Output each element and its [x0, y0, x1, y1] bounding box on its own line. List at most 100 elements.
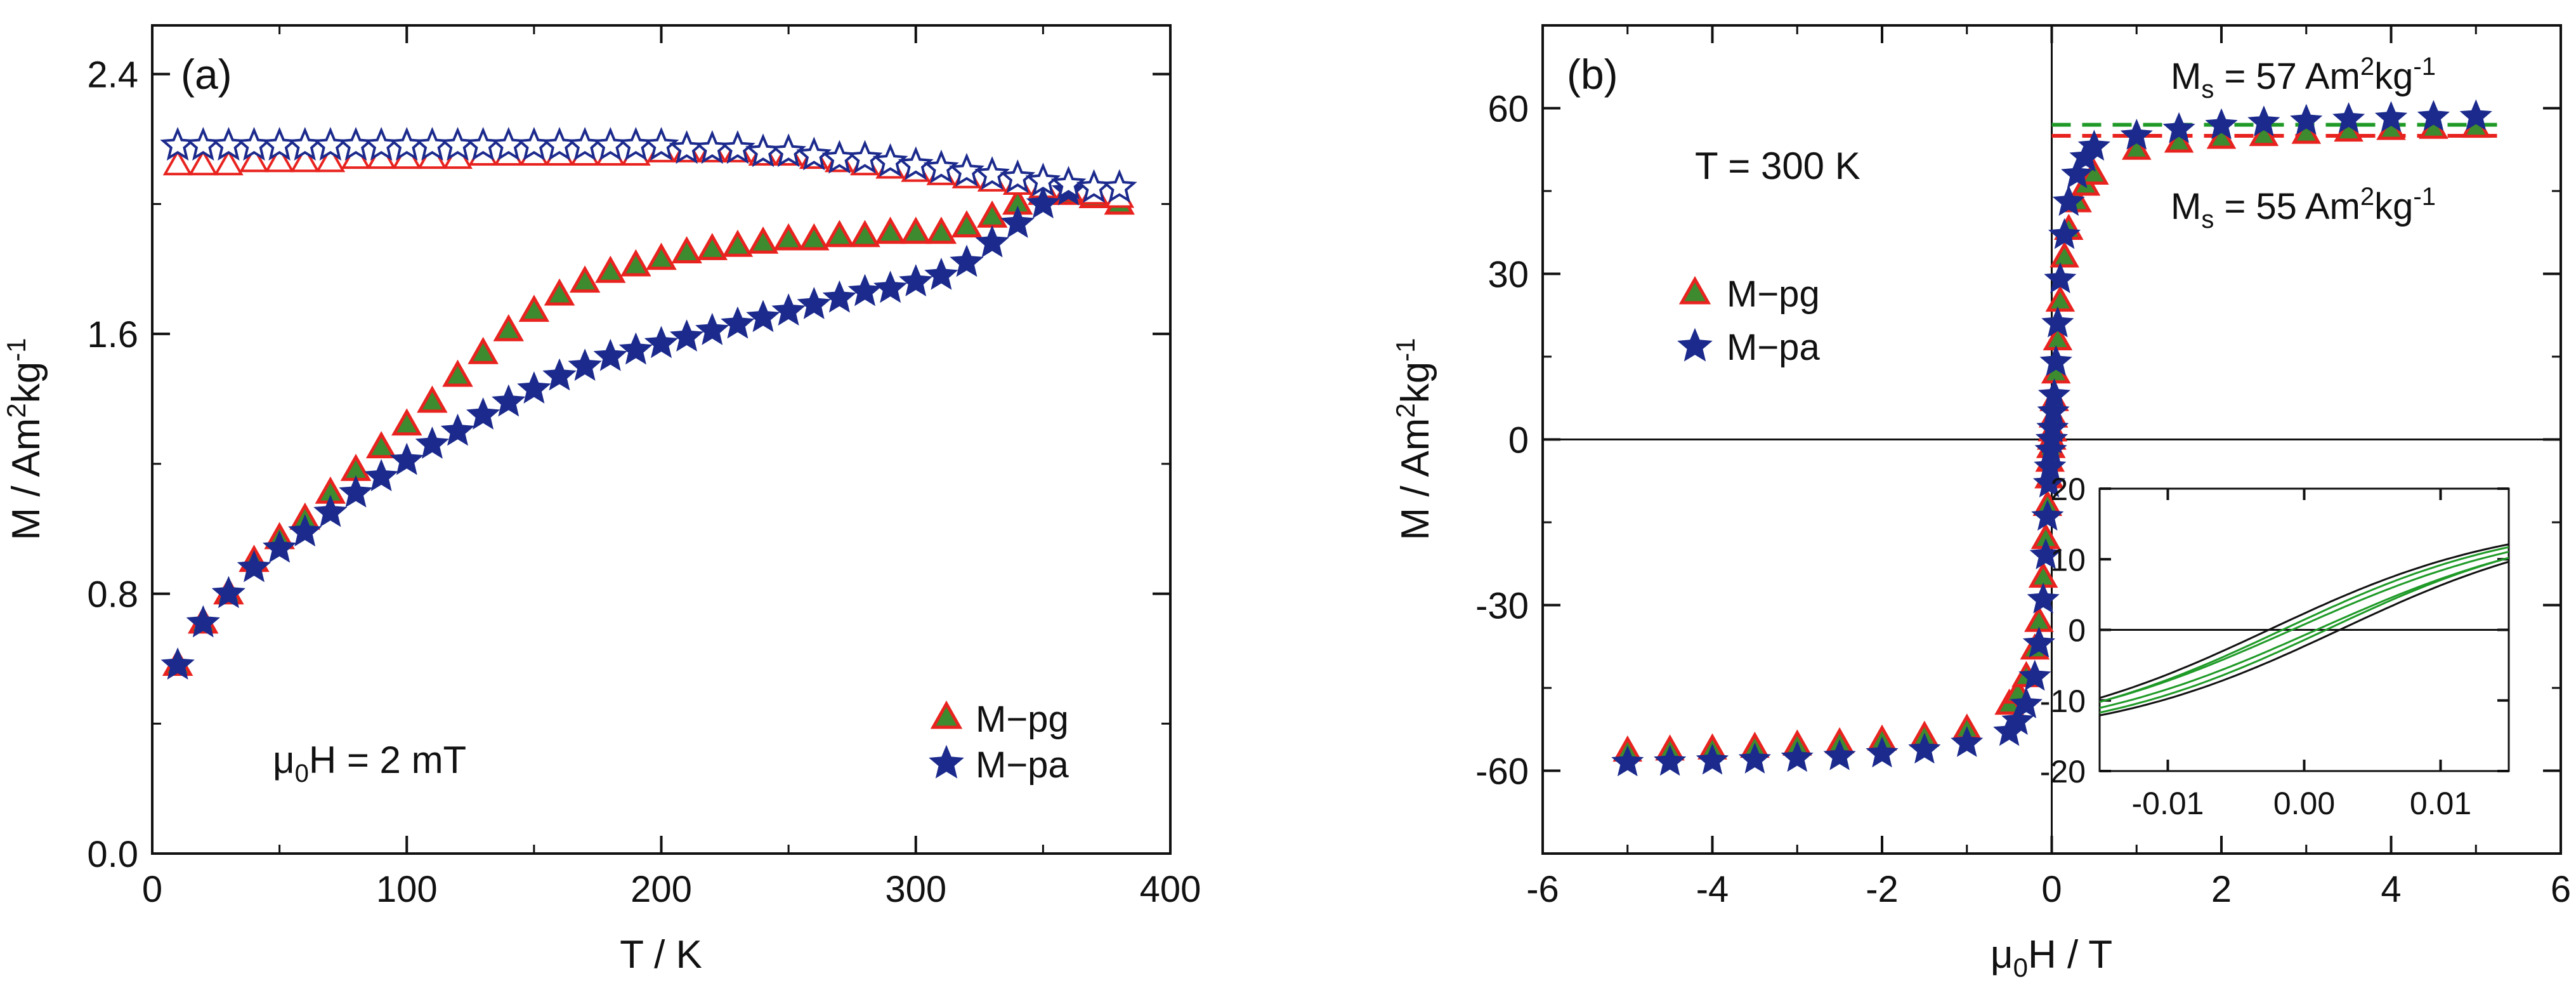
x-tick-label: 0: [2041, 869, 2062, 910]
x-tick-label: 6: [2551, 869, 2571, 910]
star-point: [389, 126, 425, 161]
star-point: [2039, 345, 2072, 376]
star-point: [2061, 157, 2094, 188]
star-point: [2036, 411, 2069, 442]
star-point: [721, 306, 755, 339]
triangle-point: [365, 431, 397, 459]
triangle-point: [824, 220, 855, 248]
y-tick-label: 2.4: [87, 55, 138, 96]
inset-ticks: -0.01 0.00 0.01 -20 -10 0 10 20: [2040, 472, 2509, 821]
star-point: [2077, 129, 2110, 161]
star-point: [924, 257, 958, 290]
star-point: [160, 647, 195, 680]
x-tick-label: 2: [2211, 869, 2232, 910]
star-point: [568, 348, 602, 381]
legend-label-pa: M−pa: [976, 744, 1069, 786]
star-point: [618, 332, 653, 365]
triangle-point: [2122, 133, 2152, 160]
star-point: [1025, 162, 1061, 197]
star-point: [261, 126, 297, 161]
star-point: [389, 442, 424, 475]
star-point: [643, 126, 679, 161]
triangle-point: [976, 200, 1008, 228]
y-tick-label: -60: [1475, 751, 1529, 792]
triangle-point: [442, 359, 473, 387]
triangle-point: [799, 223, 830, 251]
star-point: [899, 264, 933, 296]
panel-a-ticks: 0 100 200 300 400 0.0 0.8 1.6 2.4: [87, 25, 1201, 910]
inset-hysteresis-branch: [2100, 546, 2509, 703]
x-tick-label: -2: [1866, 869, 1899, 910]
star-point: [746, 300, 780, 333]
legend-star-marker: [1677, 327, 1713, 362]
star-point: [949, 152, 984, 187]
star-point: [1611, 745, 1644, 777]
star-point: [2162, 112, 2195, 143]
star-point: [2205, 108, 2238, 140]
x-tick-label: 0: [142, 869, 162, 910]
x-tick-label: 0.00: [2273, 786, 2335, 821]
y-tick-label: 20: [2050, 472, 2086, 507]
star-point: [1738, 742, 1771, 774]
y-tick-label: 0.8: [87, 574, 138, 615]
star-point: [593, 338, 627, 371]
triangle-point: [544, 278, 575, 306]
star-point: [644, 326, 679, 359]
star-point: [796, 136, 832, 171]
star-point: [1823, 739, 1856, 770]
inset-curves: [2100, 543, 2509, 716]
triangle-point: [671, 236, 702, 263]
inset-hysteresis-branch: [2100, 560, 2509, 716]
triangle-point: [213, 149, 244, 176]
star-point: [517, 371, 551, 404]
star-point: [847, 274, 882, 307]
star-point: [2018, 659, 2051, 691]
star-point: [822, 280, 857, 313]
triangle-point: [290, 145, 320, 173]
panel-a-ylabel: M / Am2kg-1: [1, 338, 48, 540]
star-point: [2034, 450, 2067, 481]
star-point: [1076, 169, 1112, 203]
star-point: [847, 140, 883, 174]
star-point: [2459, 99, 2492, 131]
x-tick-label: -4: [1696, 869, 1729, 910]
star-point: [2034, 433, 2067, 465]
triangle-point: [518, 294, 550, 322]
y-tick-label: 30: [1487, 254, 1529, 295]
star-point: [618, 126, 654, 161]
star-point: [414, 126, 450, 161]
star-point: [1026, 186, 1061, 219]
star-point: [2247, 105, 2280, 136]
star-point: [1951, 726, 1984, 757]
legend-triangle: [1678, 275, 1711, 305]
star-point: [797, 287, 831, 319]
star-point: [2010, 687, 2043, 718]
star-point: [313, 494, 348, 527]
x-tick-label: 0.01: [2410, 786, 2471, 821]
panel-b-legend: M−pg M−pa: [1677, 274, 1820, 368]
panel-b-xlabel: μ0H / T: [1991, 933, 2112, 982]
star-point: [288, 514, 322, 547]
star-point: [2374, 101, 2408, 132]
triangle-point: [315, 145, 346, 173]
panel-b-label: (b): [1567, 51, 1618, 98]
star-point: [542, 358, 577, 391]
x-tick-label: 400: [1140, 869, 1201, 910]
legend-triangle-marker: [1678, 275, 1711, 305]
triangle-point: [849, 220, 880, 248]
triangle-point: [2045, 285, 2076, 312]
star-point: [1866, 736, 1899, 768]
triangle-point: [391, 408, 422, 436]
inset-hysteresis-branch: [2100, 557, 2509, 709]
star-point: [670, 319, 704, 352]
triangle-point: [569, 265, 601, 293]
star-point: [185, 126, 221, 161]
triangle-point: [646, 242, 677, 270]
star-point: [872, 143, 908, 177]
triangle-point: [265, 145, 295, 173]
star-point: [1696, 743, 1729, 775]
star-point: [695, 312, 729, 345]
y-tick-label: -10: [2040, 683, 2086, 719]
